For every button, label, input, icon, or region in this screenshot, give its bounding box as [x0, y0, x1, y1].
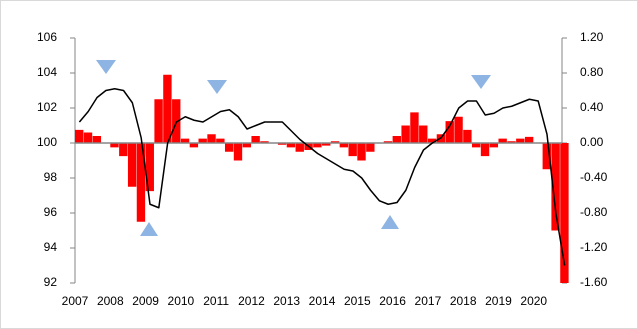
peak-marker	[207, 80, 227, 94]
bar	[498, 138, 507, 143]
y-tick-label: 96	[44, 205, 58, 219]
x-tick-label: 2009	[132, 294, 159, 308]
bar	[463, 129, 472, 143]
bar	[480, 143, 490, 157]
bar	[445, 121, 454, 143]
bar	[198, 138, 207, 143]
y2-tick-label: 0.80	[580, 65, 604, 79]
bar	[516, 138, 525, 143]
y-tick-label: 92	[44, 275, 58, 289]
bar	[119, 143, 128, 157]
bar	[401, 125, 410, 143]
bar	[322, 143, 331, 146]
bar	[224, 143, 234, 152]
bar	[560, 143, 569, 283]
bar	[207, 134, 216, 143]
bar	[277, 143, 287, 145]
bar	[507, 141, 516, 143]
bar	[366, 143, 375, 152]
bar	[154, 99, 163, 143]
bar	[454, 116, 463, 143]
markers	[96, 60, 491, 236]
bar	[313, 143, 322, 148]
x-tick-label: 2014	[309, 294, 336, 308]
bar	[427, 138, 437, 143]
x-tick-label: 2007	[62, 294, 89, 308]
bar	[357, 143, 366, 161]
x-tick-label: 2013	[273, 294, 300, 308]
bar	[472, 143, 481, 148]
bar	[419, 125, 428, 143]
bar	[383, 141, 393, 143]
y2-tick-label: 0.40	[580, 100, 604, 114]
x-tick-label: 2011	[203, 294, 229, 308]
bar	[542, 143, 551, 170]
bar	[524, 136, 534, 143]
bar	[242, 143, 252, 148]
bar	[551, 143, 560, 231]
line	[78, 88, 566, 266]
bar	[295, 143, 304, 152]
bar	[110, 143, 119, 148]
bar	[172, 99, 181, 143]
y-tick-label: 98	[44, 170, 58, 184]
bar	[286, 143, 296, 148]
bar	[251, 136, 260, 143]
bar	[330, 141, 340, 143]
bar	[233, 143, 243, 161]
bar	[216, 138, 225, 143]
y2-tick-label: -1.60	[580, 275, 608, 289]
x-tick-label: 2008	[97, 294, 124, 308]
bar	[83, 132, 93, 143]
x-tick-label: 2019	[485, 294, 512, 308]
bar	[260, 141, 269, 143]
bar	[392, 136, 401, 143]
y-tick-label: 102	[37, 100, 57, 114]
bar	[136, 143, 146, 222]
y2-tick-label: 1.20	[580, 30, 604, 44]
peak-marker	[96, 60, 116, 74]
y-tick-label: 106	[37, 30, 57, 44]
y-tick-label: 94	[44, 240, 58, 254]
y2-tick-label: -0.40	[580, 170, 608, 184]
bar	[163, 74, 172, 143]
y2-tick-label: -1.20	[580, 240, 608, 254]
x-tick-label: 2017	[415, 294, 442, 308]
x-tick-label: 2016	[379, 294, 406, 308]
x-tick-label: 2010	[168, 294, 195, 308]
bar	[145, 143, 154, 192]
y2-tick-label: 0.00	[580, 135, 604, 149]
bar	[75, 129, 84, 143]
bar	[489, 143, 499, 148]
y-tick-label: 100	[37, 135, 57, 149]
peak-marker	[471, 75, 491, 89]
x-tick-label: 2012	[238, 294, 265, 308]
bar	[348, 143, 357, 157]
bar	[92, 136, 102, 143]
x-tick-label: 2015	[344, 294, 371, 308]
bar	[410, 112, 419, 143]
x-tick-label: 2020	[520, 294, 547, 308]
trough-marker	[381, 215, 399, 229]
bar	[180, 138, 190, 143]
bar	[189, 143, 199, 148]
bar	[127, 143, 137, 187]
trough-marker	[140, 222, 158, 236]
x-tick-label: 2018	[450, 294, 477, 308]
bar	[339, 143, 349, 148]
y2-tick-label: -0.80	[580, 205, 608, 219]
y-tick-label: 104	[37, 65, 57, 79]
